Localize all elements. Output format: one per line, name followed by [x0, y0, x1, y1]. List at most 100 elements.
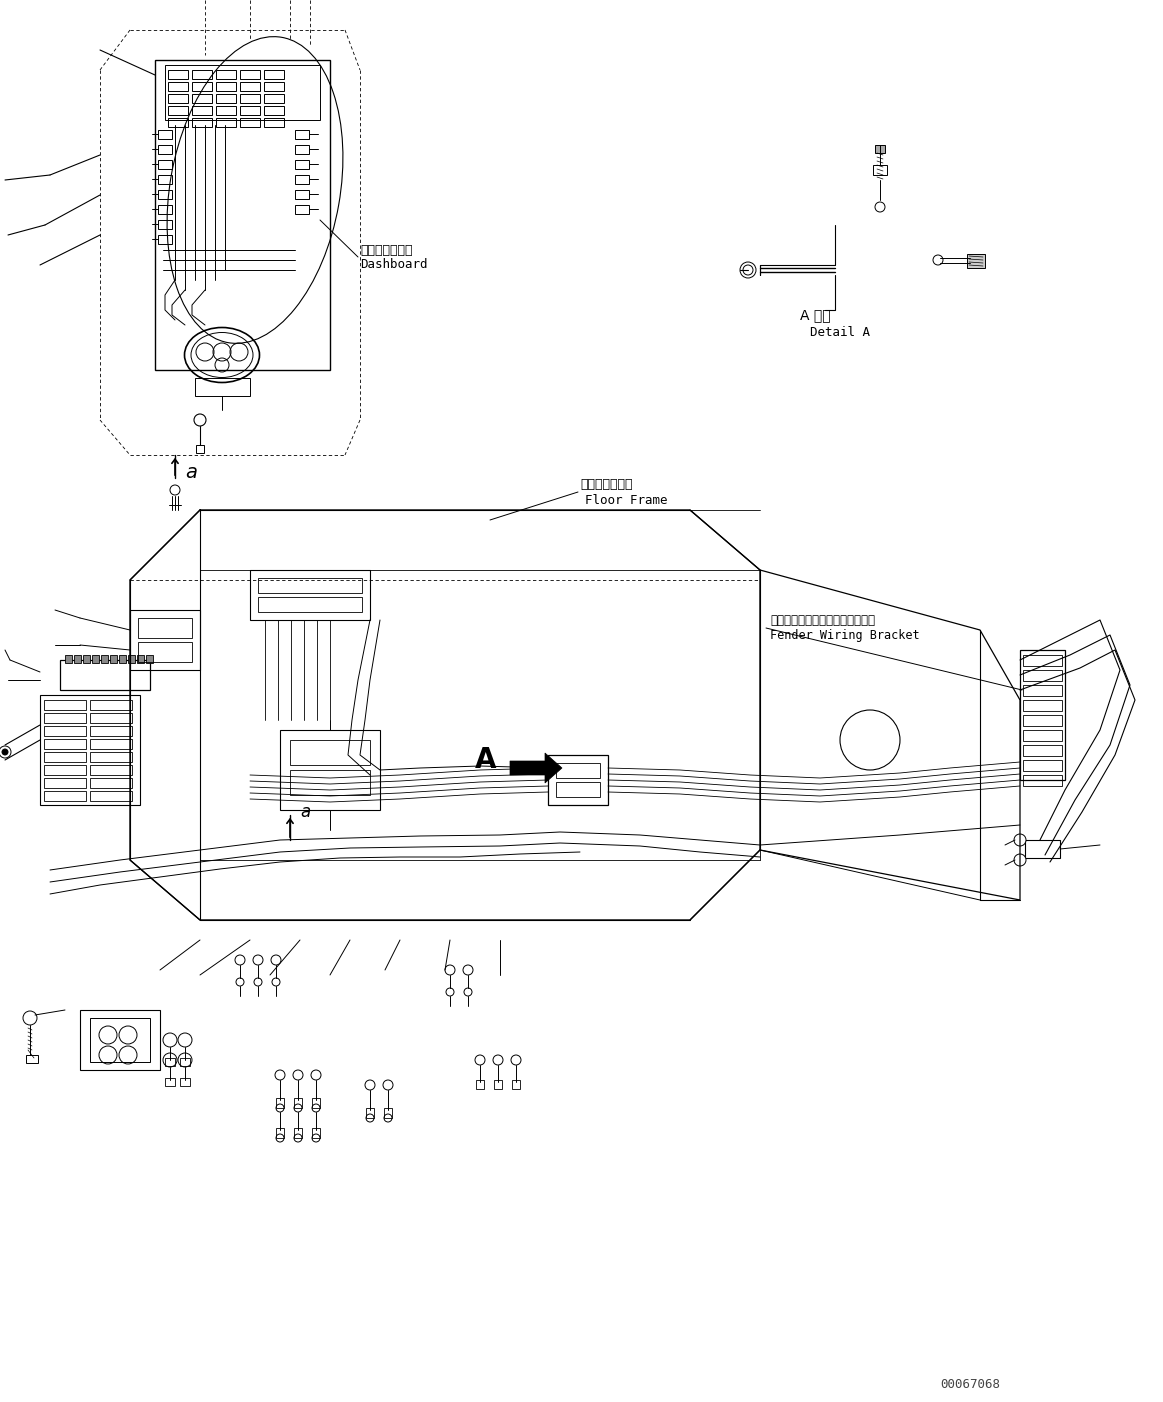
- Circle shape: [2, 749, 8, 756]
- Bar: [384, 1108, 392, 1117]
- Bar: [155, 60, 330, 370]
- Bar: [966, 254, 985, 268]
- Bar: [873, 165, 887, 175]
- Bar: [44, 791, 86, 801]
- Bar: [216, 81, 236, 91]
- Bar: [240, 81, 261, 91]
- Bar: [167, 118, 188, 128]
- Bar: [90, 739, 131, 749]
- Bar: [1023, 744, 1062, 756]
- Bar: [90, 765, 131, 775]
- Circle shape: [1014, 854, 1026, 866]
- Bar: [26, 1054, 38, 1063]
- Bar: [264, 70, 284, 79]
- Bar: [44, 778, 86, 788]
- Text: Floor Frame: Floor Frame: [585, 494, 668, 506]
- Bar: [512, 1080, 520, 1089]
- Bar: [83, 655, 90, 663]
- Bar: [264, 118, 284, 128]
- Bar: [167, 70, 188, 79]
- Bar: [264, 94, 284, 102]
- Bar: [90, 714, 131, 723]
- Text: a: a: [185, 463, 197, 481]
- Bar: [158, 205, 172, 215]
- Bar: [264, 107, 284, 115]
- Bar: [90, 751, 131, 763]
- Bar: [258, 597, 362, 613]
- Bar: [44, 751, 86, 763]
- Bar: [130, 610, 200, 670]
- Bar: [119, 655, 126, 663]
- Bar: [1023, 715, 1062, 726]
- Bar: [128, 655, 135, 663]
- Bar: [240, 94, 261, 102]
- Bar: [290, 740, 370, 765]
- Bar: [167, 94, 188, 102]
- Bar: [294, 1129, 302, 1138]
- Bar: [158, 191, 172, 199]
- Text: Dashboard: Dashboard: [361, 258, 428, 272]
- Bar: [216, 107, 236, 115]
- Bar: [44, 700, 86, 709]
- Bar: [192, 118, 212, 128]
- Bar: [167, 81, 188, 91]
- Bar: [312, 1129, 320, 1138]
- Text: A: A: [475, 746, 497, 774]
- Bar: [167, 107, 188, 115]
- Bar: [195, 379, 250, 395]
- Bar: [44, 714, 86, 723]
- Bar: [192, 81, 212, 91]
- Bar: [165, 1059, 174, 1066]
- Text: ダッシュボード: ダッシュボード: [361, 244, 413, 257]
- Bar: [264, 81, 284, 91]
- Text: a: a: [300, 803, 311, 822]
- Bar: [294, 1098, 302, 1108]
- Bar: [158, 144, 172, 154]
- Bar: [147, 655, 154, 663]
- Circle shape: [0, 746, 10, 758]
- Bar: [90, 726, 131, 736]
- Text: フェンダワイヤリングブラケット: フェンダワイヤリングブラケット: [770, 614, 875, 627]
- Text: A 詳細: A 詳細: [800, 308, 830, 322]
- Bar: [1020, 651, 1065, 780]
- Bar: [556, 763, 600, 778]
- Bar: [180, 1078, 190, 1087]
- Bar: [290, 770, 370, 795]
- Bar: [90, 791, 131, 801]
- Bar: [110, 655, 117, 663]
- Bar: [1023, 700, 1062, 711]
- Bar: [1023, 730, 1062, 742]
- Bar: [1023, 686, 1062, 695]
- Bar: [295, 205, 309, 215]
- Bar: [295, 130, 309, 139]
- Bar: [92, 655, 99, 663]
- Bar: [280, 730, 380, 810]
- Circle shape: [1014, 834, 1026, 845]
- Text: Detail A: Detail A: [809, 325, 870, 338]
- Bar: [556, 782, 600, 796]
- Bar: [158, 160, 172, 170]
- Bar: [258, 578, 362, 593]
- Bar: [44, 726, 86, 736]
- Bar: [875, 144, 885, 153]
- Bar: [80, 1009, 160, 1070]
- Bar: [44, 739, 86, 749]
- Bar: [1023, 760, 1062, 771]
- Bar: [1023, 655, 1062, 666]
- Bar: [180, 1059, 190, 1066]
- Bar: [250, 571, 370, 620]
- Bar: [44, 765, 86, 775]
- Bar: [165, 64, 320, 121]
- Bar: [60, 660, 150, 690]
- Bar: [1023, 775, 1062, 787]
- Bar: [40, 695, 140, 805]
- Bar: [65, 655, 72, 663]
- Bar: [138, 642, 192, 662]
- Bar: [276, 1129, 284, 1138]
- Bar: [276, 1098, 284, 1108]
- Bar: [90, 700, 131, 709]
- Bar: [295, 160, 309, 170]
- Bar: [90, 778, 131, 788]
- Bar: [216, 118, 236, 128]
- Bar: [158, 175, 172, 184]
